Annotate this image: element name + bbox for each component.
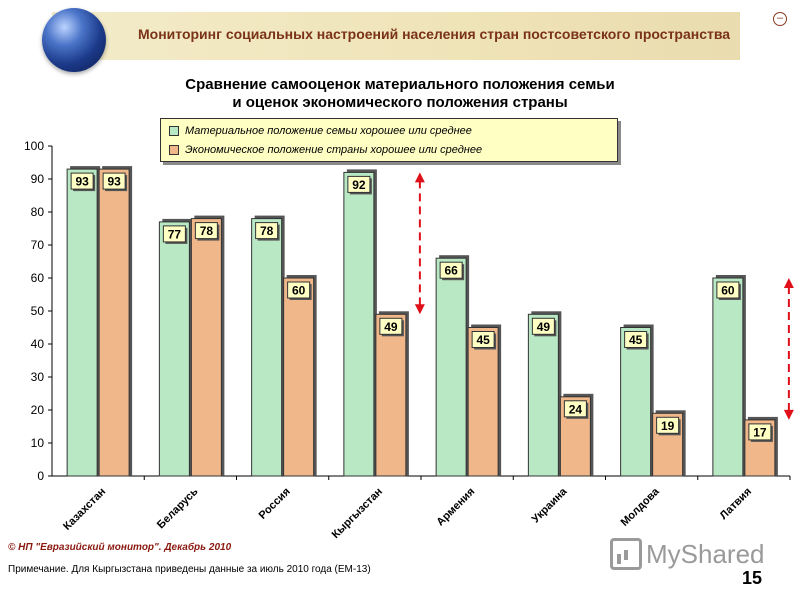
data-label-box (656, 416, 680, 434)
arrow-head-down-icon (414, 304, 425, 315)
chart-title-line1: Сравнение самооценок материального полож… (185, 76, 615, 93)
x-tick-label: Молдова (619, 485, 663, 529)
arrow-head-down-icon (783, 409, 794, 420)
data-label: 93 (75, 175, 89, 189)
data-label-box (379, 317, 403, 335)
data-label-box (162, 225, 186, 243)
legend-entry-country: Экономическое положение страны хорошее и… (169, 143, 482, 157)
data-label: 49 (537, 320, 551, 334)
y-tick-label: 70 (31, 238, 45, 252)
legend-label-country: Экономическое положение страны хорошее и… (185, 144, 483, 156)
y-tick-label: 20 (31, 403, 45, 417)
data-label: 66 (444, 264, 458, 278)
y-tick-label: 80 (31, 205, 45, 219)
data-label-box (70, 172, 94, 190)
bar (620, 327, 652, 477)
data-label: 17 (753, 425, 767, 439)
bar (283, 277, 315, 477)
data-label: 78 (200, 224, 214, 238)
footnote-text: Примечание. Для Кыргызстана приведены да… (8, 564, 371, 575)
x-tick-label: Кыргызстан (330, 486, 385, 541)
x-tick-label: Беларусь (155, 485, 201, 531)
bar (712, 277, 744, 477)
data-label: 45 (476, 333, 490, 347)
data-label-box (194, 222, 218, 240)
data-label: 77 (168, 227, 182, 241)
watermark-text: MyShared (646, 538, 765, 569)
x-tick-label: Армения (434, 486, 477, 529)
legend-entry-family: Материальное положение семьи хорошее или… (169, 124, 472, 138)
bar (190, 218, 222, 477)
chart-legend: Материальное положение семьи хорошее или… (160, 118, 618, 162)
legend-swatch-country (169, 145, 179, 155)
y-tick-label: 90 (31, 172, 45, 186)
data-label: 92 (352, 178, 366, 192)
legend-swatch-family (169, 126, 179, 136)
bar (467, 327, 499, 477)
bar (158, 221, 190, 477)
data-label-box (624, 331, 648, 348)
watermark: MyShared (610, 538, 765, 570)
data-label: 78 (260, 224, 274, 238)
bar (527, 313, 559, 477)
y-tick-label: 30 (31, 370, 45, 384)
chart-title: Сравнение самооценок материального полож… (150, 76, 650, 112)
y-tick-label: 60 (31, 271, 45, 285)
data-label-box (347, 175, 371, 193)
data-label: 93 (107, 175, 121, 189)
data-label: 24 (569, 402, 583, 416)
watermark-chart-icon (610, 538, 642, 570)
data-label: 60 (292, 284, 306, 298)
x-tick-label: Латвия (718, 486, 754, 522)
bar (375, 313, 407, 477)
bar (98, 168, 130, 477)
data-label: 49 (384, 320, 398, 334)
legend-label-family: Материальное положение семьи хорошее или… (185, 125, 472, 137)
y-tick-label: 50 (31, 304, 45, 318)
data-label: 19 (661, 419, 675, 433)
data-label-box (471, 331, 495, 348)
y-tick-label: 0 (37, 469, 44, 483)
header-title: Мониторинг социальных настроений населен… (138, 26, 731, 42)
data-label-box (563, 400, 587, 418)
x-tick-label: Украина (530, 485, 570, 525)
data-label-box (255, 222, 279, 240)
chart-title-line2: и оценок экономического положения страны (232, 94, 568, 111)
data-label: 45 (629, 333, 643, 347)
bar (343, 171, 375, 477)
data-label-box (102, 172, 126, 190)
bar (66, 168, 98, 477)
data-label-box (716, 281, 740, 299)
arrow-head-up-icon (414, 172, 425, 183)
data-label-box (287, 281, 311, 299)
data-label-box (439, 261, 463, 279)
data-label-box (531, 317, 555, 335)
x-tick-label: Казахстан (61, 486, 108, 533)
data-label: 60 (721, 284, 735, 298)
arrow-head-up-icon (783, 278, 794, 288)
minimize-icon[interactable]: – (773, 12, 787, 26)
data-label-box (748, 423, 772, 441)
y-tick-label: 10 (31, 436, 45, 450)
y-tick-label: 100 (24, 139, 44, 153)
header-band (52, 12, 740, 60)
copyright-text: © НП "Евразийский монитор". Декабрь 2010 (8, 542, 232, 553)
x-tick-label: Россия (257, 486, 293, 522)
bar (435, 257, 467, 477)
bar (251, 218, 283, 477)
globe-logo-icon (42, 8, 106, 72)
page-number: 15 (742, 568, 763, 588)
y-tick-label: 40 (31, 337, 45, 351)
